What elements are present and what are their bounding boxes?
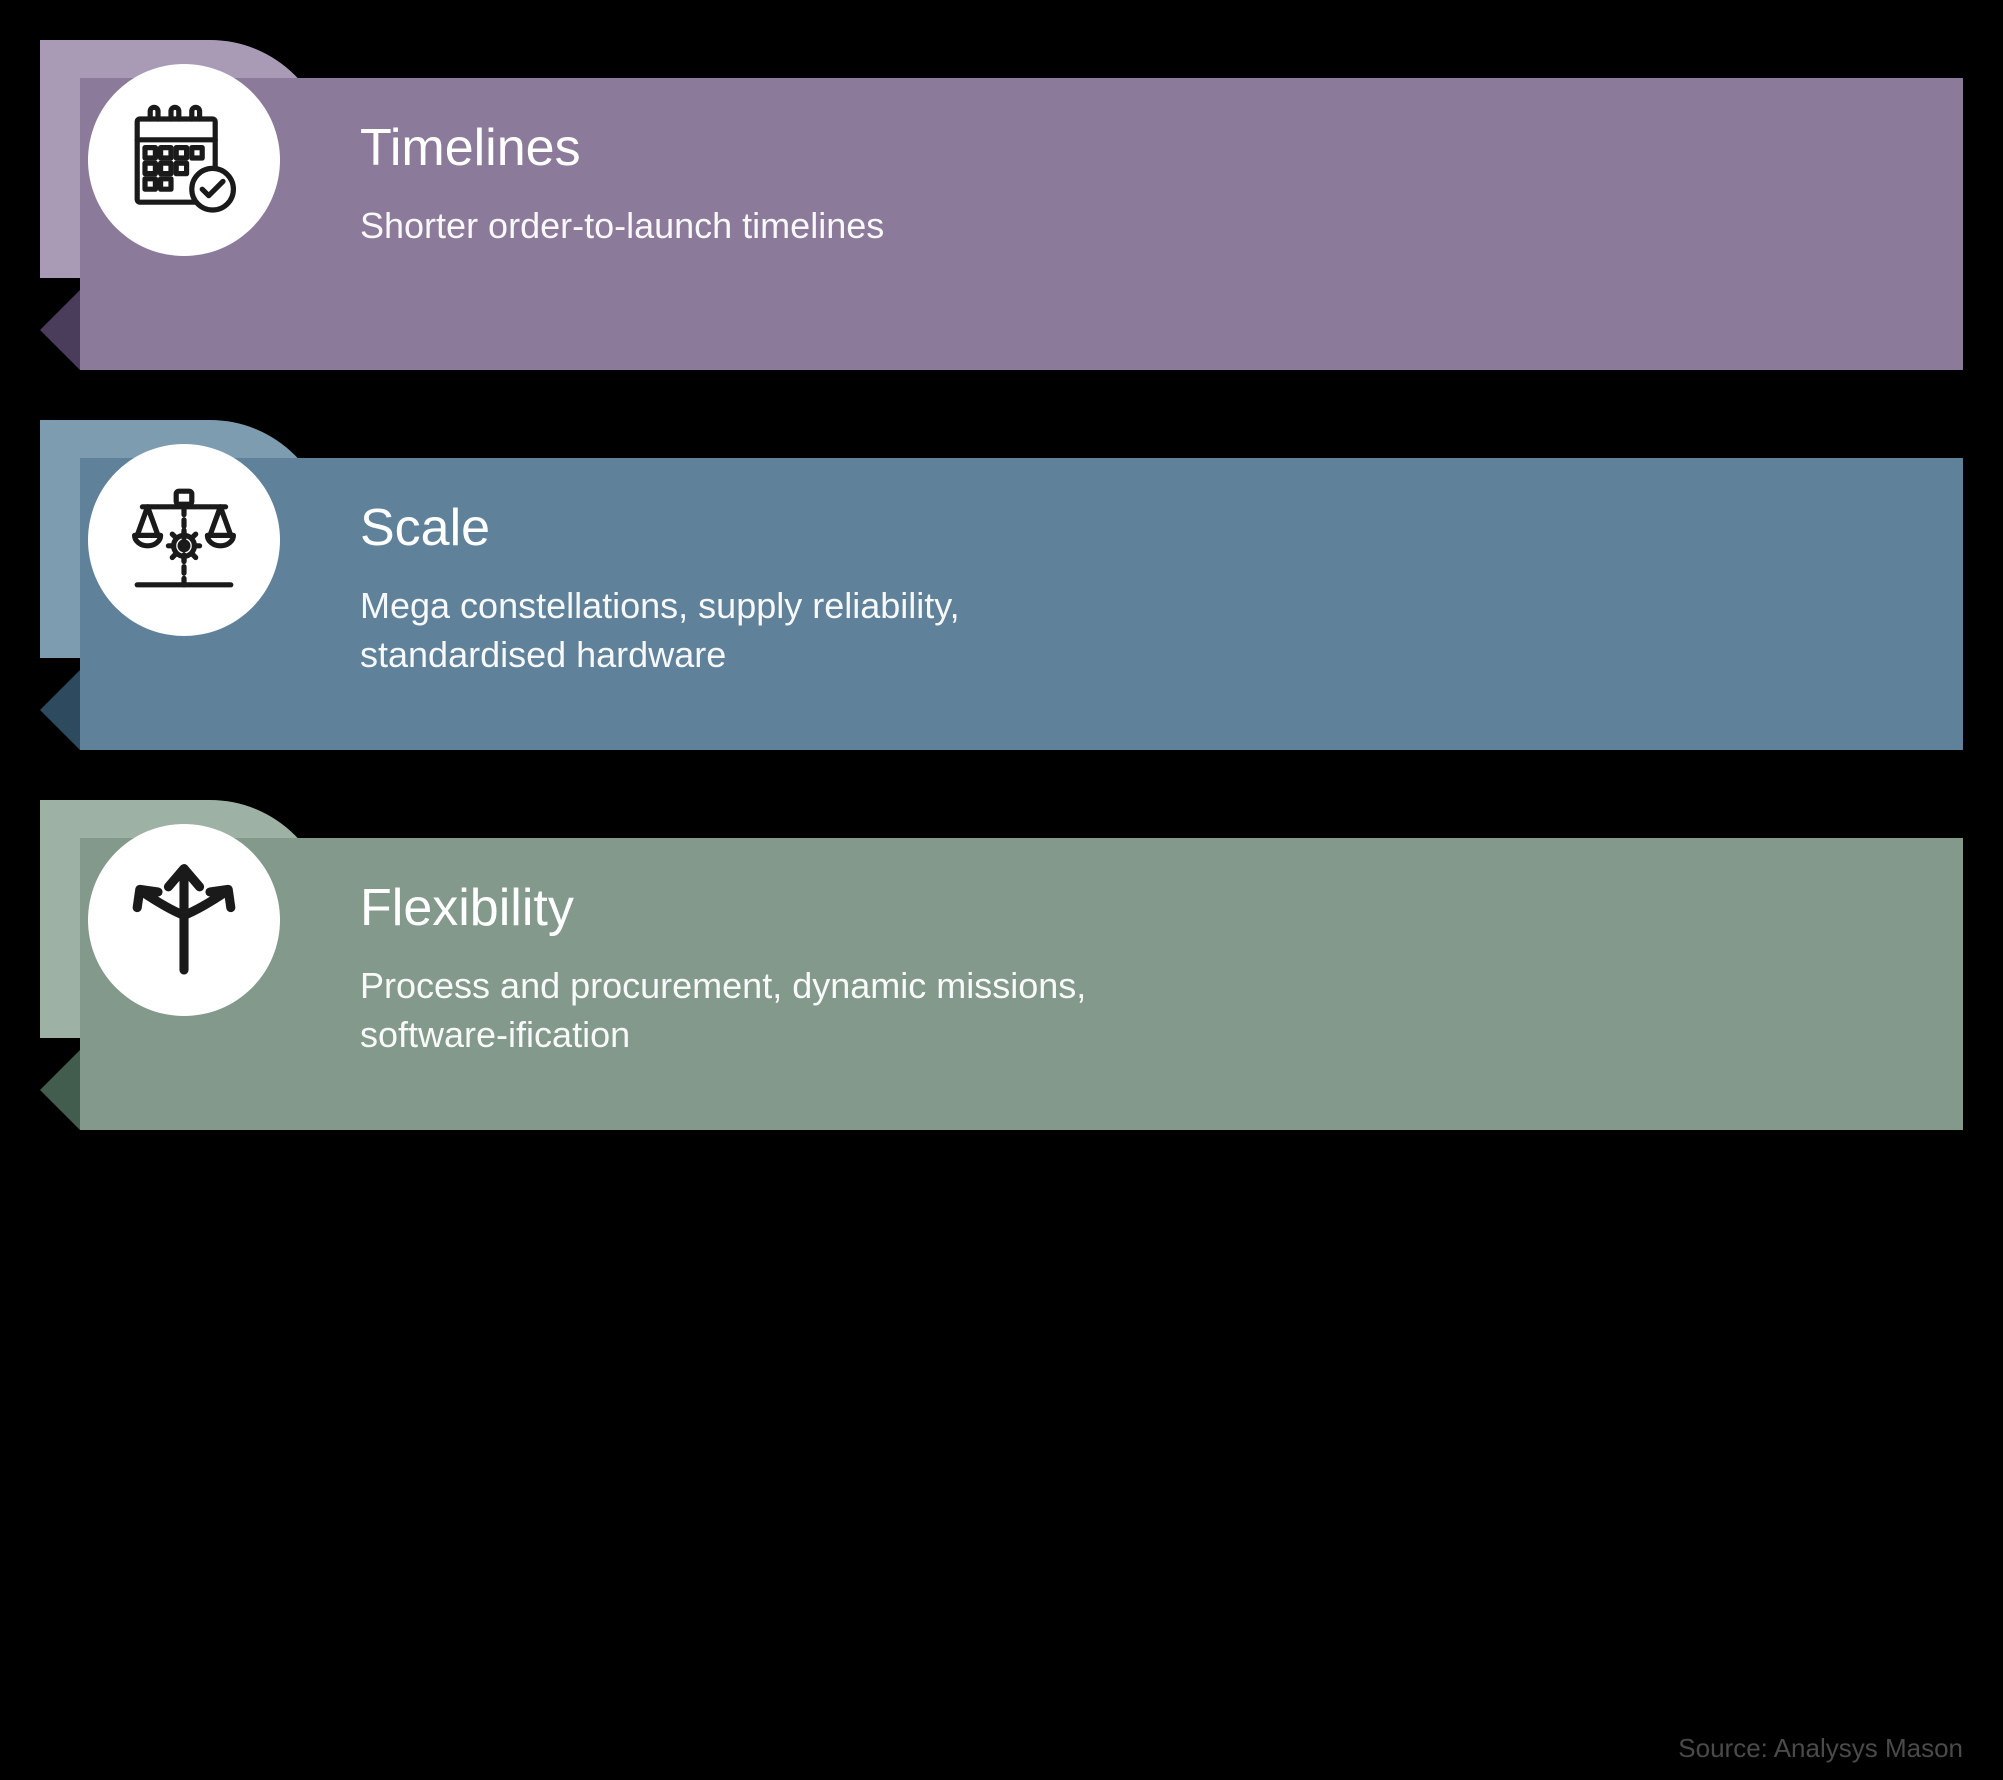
calendar-check-icon (119, 93, 249, 228)
row-flexibility: Flexibility Process and procurement, dyn… (40, 800, 1963, 1130)
balance-scale-icon (119, 473, 249, 608)
title-scale: Scale (360, 498, 1140, 558)
desc-scale: Mega constellations, supply reliability,… (360, 582, 1140, 679)
bar-flexibility: Flexibility Process and procurement, dyn… (80, 838, 1963, 1130)
row-timelines: Timelines Shorter order-to-launch timeli… (40, 40, 1963, 370)
desc-timelines: Shorter order-to-launch timelines (360, 202, 884, 251)
icon-circle-flexibility (88, 824, 280, 1016)
title-flexibility: Flexibility (360, 878, 1140, 938)
row-scale: Scale Mega constellations, supply reliab… (40, 420, 1963, 750)
icon-circle-scale (88, 444, 280, 636)
arrowhead-flexibility (40, 1050, 80, 1130)
icon-circle-timelines (88, 64, 280, 256)
source-attribution: Source: Analysys Mason (1678, 1733, 1963, 1764)
infographic-rows: Timelines Shorter order-to-launch timeli… (40, 40, 1963, 1130)
bar-timelines: Timelines Shorter order-to-launch timeli… (80, 78, 1963, 370)
split-arrows-icon (119, 853, 249, 988)
arrowhead-scale (40, 670, 80, 750)
text-timelines: Timelines Shorter order-to-launch timeli… (360, 118, 884, 251)
text-flexibility: Flexibility Process and procurement, dyn… (360, 878, 1140, 1059)
desc-flexibility: Process and procurement, dynamic mission… (360, 962, 1140, 1059)
bar-scale: Scale Mega constellations, supply reliab… (80, 458, 1963, 750)
arrowhead-timelines (40, 290, 80, 370)
title-timelines: Timelines (360, 118, 884, 178)
text-scale: Scale Mega constellations, supply reliab… (360, 498, 1140, 679)
